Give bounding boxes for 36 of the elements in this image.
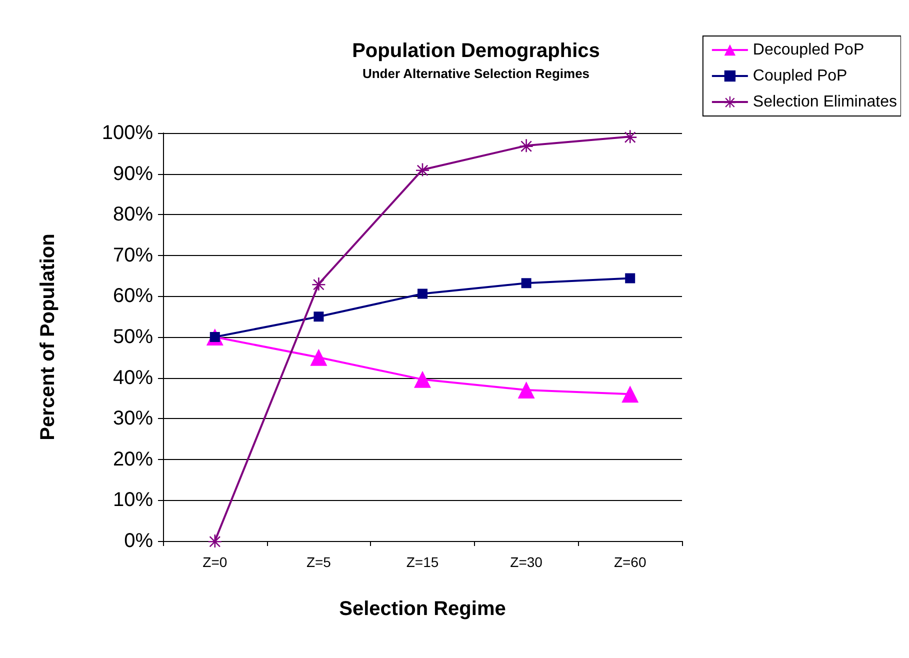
y-tick-label: 10% (112, 489, 154, 512)
y-tick-label: 40% (112, 366, 154, 389)
x-tick-label: Z=60 (614, 554, 646, 570)
y-tick-label: 100% (102, 122, 154, 144)
chart-subtitle: Under Alternative Selection Regimes (362, 66, 590, 81)
chart-title: Population Demographics (352, 40, 600, 62)
legend-label: Selection Eliminates (752, 94, 898, 110)
x-tick-label: Z=15 (406, 554, 439, 570)
point (418, 288, 428, 299)
point (625, 273, 636, 284)
point (518, 382, 535, 399)
x-axis-title: Selection Regime (339, 598, 506, 620)
point (416, 163, 429, 176)
point (520, 139, 533, 152)
point (310, 348, 328, 366)
y-tick-label: 60% (112, 285, 154, 308)
legend-label: Coupled PoP (752, 68, 848, 84)
point (314, 312, 324, 322)
point (312, 277, 326, 290)
y-tick-label: 70% (112, 244, 154, 266)
x-tick-label: Z=0 (202, 554, 228, 570)
y-tick-label: 90% (112, 162, 154, 185)
y-tick-label: 0% (124, 530, 154, 552)
y-tick-label: 50% (112, 326, 154, 348)
x-tick-label: Z=30 (510, 554, 543, 570)
point (521, 278, 532, 288)
y-tick-label: 30% (112, 408, 154, 430)
x-tick-label: Z=5 (306, 554, 332, 570)
point (622, 386, 639, 403)
point (624, 130, 637, 144)
legend-label: Decoupled PoP (752, 42, 864, 58)
point (414, 370, 431, 388)
point (208, 534, 222, 548)
y-axis-title: Percent of Population (37, 234, 59, 440)
y-tick-label: 80% (112, 204, 154, 226)
y-tick-label: 20% (112, 448, 154, 470)
